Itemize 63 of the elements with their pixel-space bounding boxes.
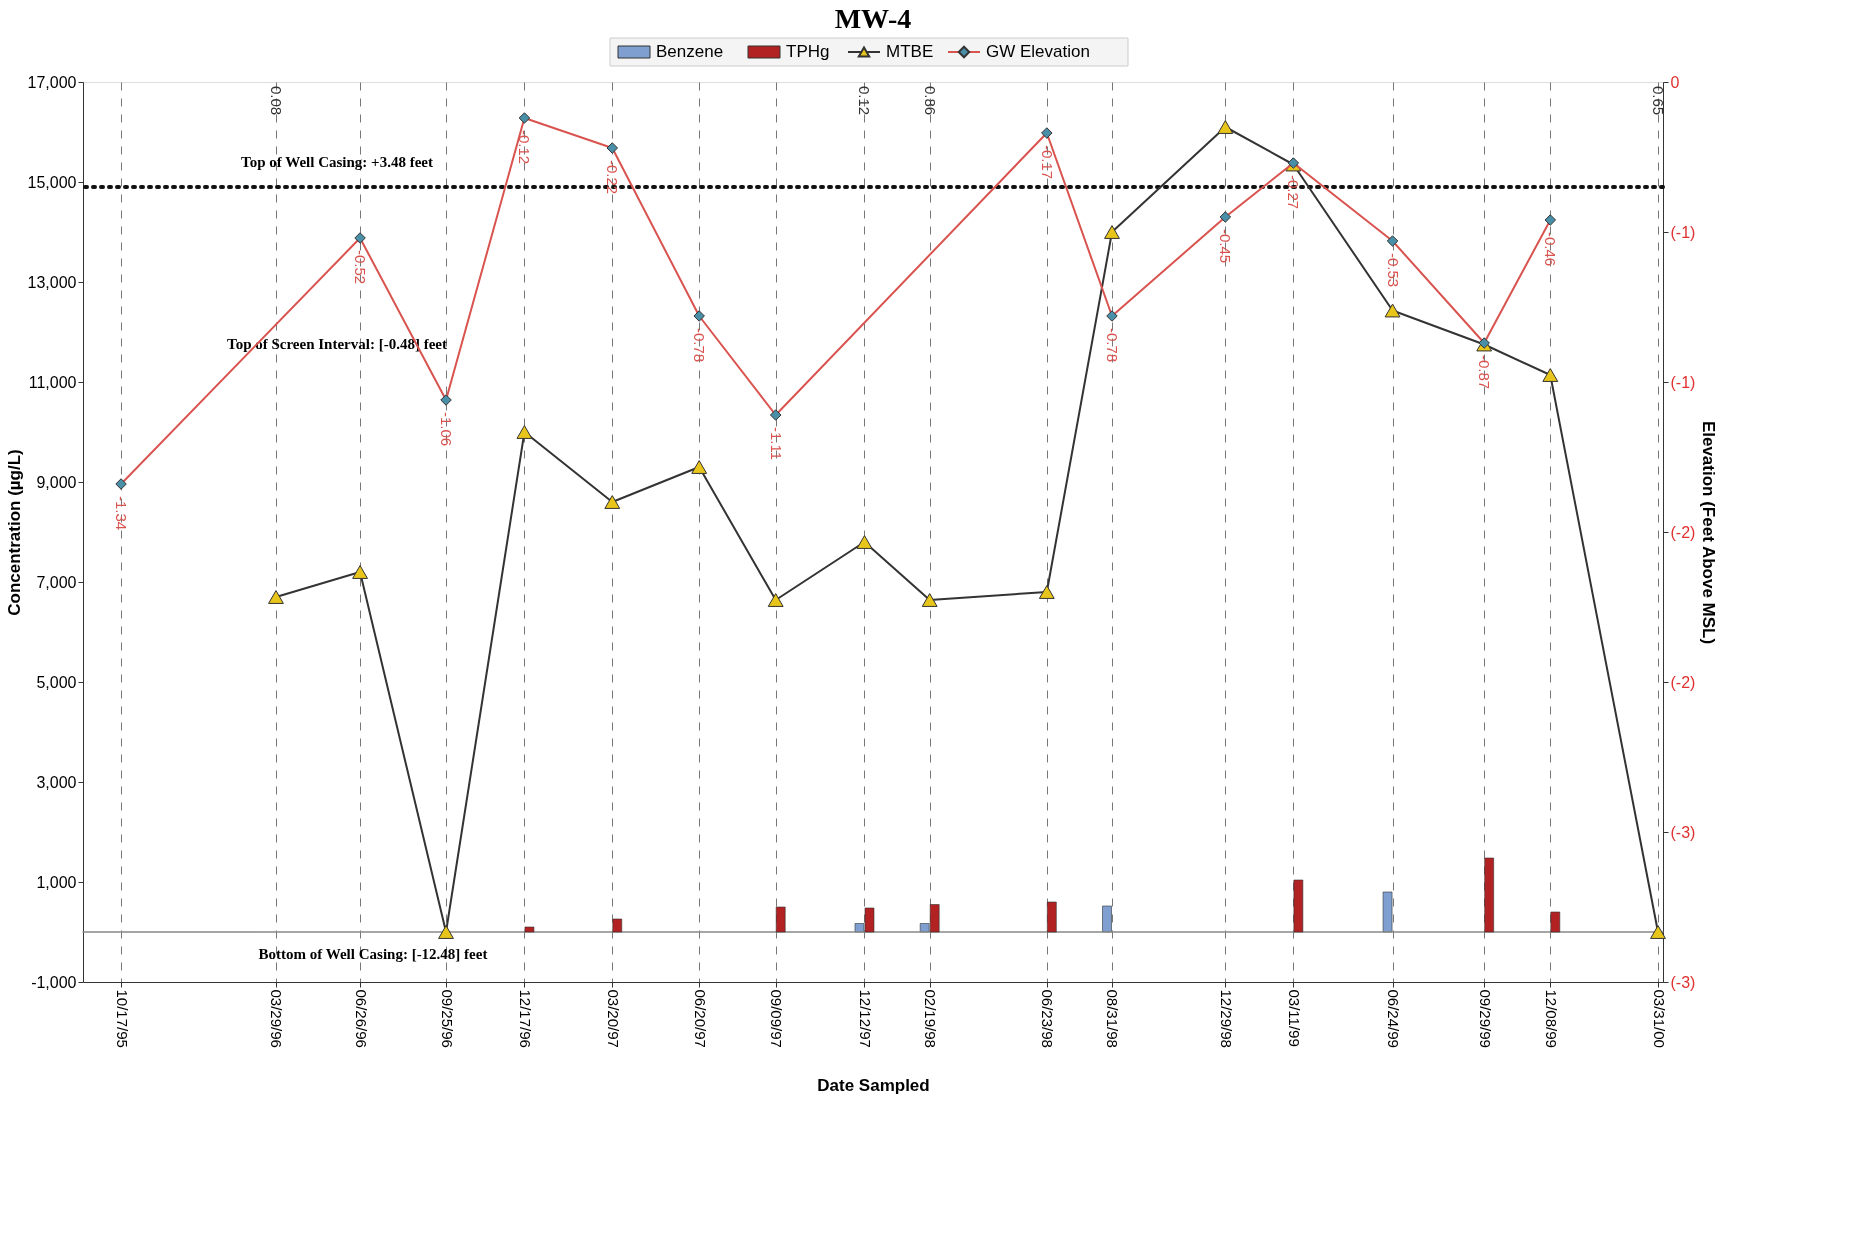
y2-tick-label: (-3): [1670, 823, 1696, 841]
x-tick-label: 03/29/96: [268, 989, 286, 1048]
data-label: -0.52: [352, 250, 370, 285]
y-tick-label: 15,000: [27, 173, 77, 191]
y-tick-label: 9,000: [36, 473, 77, 491]
data-label: -0.78: [691, 328, 709, 363]
data-label: -0.45: [1217, 229, 1235, 264]
y-tick-label: 7,000: [36, 573, 77, 591]
x-tick-label: 09/29/99: [1476, 989, 1494, 1048]
y2-tick-label: (-2): [1670, 673, 1696, 691]
y-tick-label: 1,000: [36, 873, 77, 891]
y-tick-label: 17,000: [27, 73, 77, 91]
legend-label: GW Elevation: [986, 42, 1090, 61]
chart-title: MW-4: [834, 2, 912, 34]
x-tick-label: 09/25/96: [438, 989, 456, 1048]
x-tick-label: 06/24/99: [1385, 989, 1403, 1048]
data-label: -0.17: [1038, 145, 1056, 180]
y-tick-label: 11,000: [28, 373, 77, 391]
legend-label: Benzene: [656, 42, 724, 61]
y-tick-label: -1,000: [31, 973, 77, 991]
data-label: -0.22: [604, 160, 622, 195]
legend-label: TPHg: [786, 42, 830, 61]
y-tick-label: 13,000: [27, 273, 77, 291]
y-tick-label: 5,000: [36, 673, 77, 691]
x-tick-label: 12/12/97: [857, 989, 874, 1048]
data-label: -0.87: [1476, 355, 1494, 390]
data-label: -1.11: [767, 427, 785, 461]
x-tick-label: 03/20/97: [604, 989, 622, 1048]
y2-tick-label: (-1): [1670, 373, 1696, 391]
y2-tick-label: (-2): [1670, 523, 1696, 541]
x-tick-label: 12/08/99: [1542, 989, 1560, 1048]
data-label: -1.34: [113, 496, 131, 531]
y2-tick-label: (-1): [1670, 223, 1696, 241]
x-tick-label: 03/11/99: [1285, 989, 1303, 1047]
data-label: -1.06: [438, 412, 456, 447]
y-axis-title: Concentration (µg/L): [4, 449, 24, 616]
x-tick-label: 12/17/96: [516, 989, 534, 1048]
data-label: -0.53: [1384, 253, 1402, 288]
x-tick-label: 03/31/00: [1650, 989, 1668, 1048]
data-label: -0.46: [1542, 232, 1560, 267]
x-tick-label: 09/09/97: [768, 989, 786, 1048]
annotation: Bottom of Well Casing: [-12.48] feet: [258, 946, 488, 962]
x-tick-label: 10/17/95: [113, 989, 131, 1048]
y-tick-label: 3,000: [36, 773, 77, 791]
x-tick-label: 08/31/98: [1104, 989, 1122, 1048]
y2-tick-label: (-3): [1670, 973, 1696, 991]
x-tick-label: 12/29/98: [1217, 989, 1235, 1048]
annotation: 0.12: [856, 86, 874, 116]
legend-label: MTBE: [886, 42, 934, 61]
x-tick-label: 06/26/96: [352, 989, 370, 1048]
y2-tick-label: 0: [1670, 73, 1680, 91]
annotation: Top of Well Casing: +3.48 feet: [241, 154, 433, 170]
data-label: -0.12: [516, 130, 534, 165]
data-label: -0.78: [1104, 328, 1121, 363]
annotation: 0.86: [921, 86, 939, 116]
x-tick-label: 02/19/98: [922, 989, 940, 1048]
annotation: 0.08: [267, 86, 285, 116]
y2-axis-title: Elevation (Feet Above MSL): [1699, 420, 1719, 645]
annotation: 0.65: [1650, 86, 1667, 116]
x-axis-title: Date Sampled: [817, 1075, 930, 1095]
x-tick-label: 06/20/97: [691, 989, 709, 1048]
data-label: -0.27: [1285, 175, 1303, 210]
x-tick-label: 06/23/98: [1039, 989, 1057, 1048]
